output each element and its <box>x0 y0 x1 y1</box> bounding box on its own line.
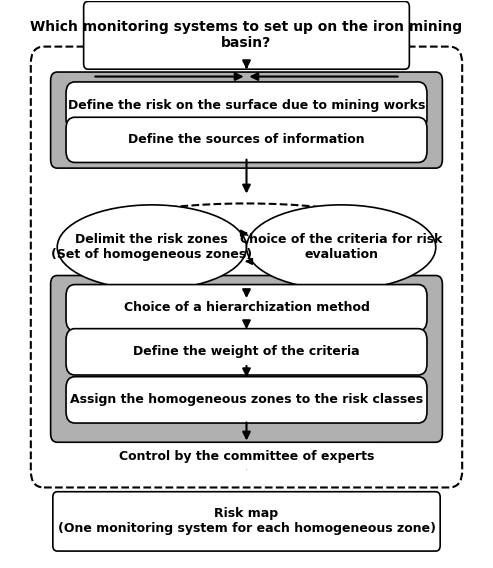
FancyBboxPatch shape <box>51 72 442 168</box>
Text: Choice of the criteria for risk
evaluation: Choice of the criteria for risk evaluati… <box>240 233 442 261</box>
FancyBboxPatch shape <box>84 1 409 69</box>
Text: Risk map
(One monitoring system for each homogeneous zone): Risk map (One monitoring system for each… <box>58 507 435 536</box>
Text: Assign the homogeneous zones to the risk classes: Assign the homogeneous zones to the risk… <box>70 394 423 406</box>
Text: Define the risk on the surface due to mining works: Define the risk on the surface due to mi… <box>68 99 425 112</box>
Ellipse shape <box>246 205 436 290</box>
FancyBboxPatch shape <box>66 285 427 331</box>
Ellipse shape <box>57 205 246 290</box>
FancyBboxPatch shape <box>66 117 427 162</box>
Text: Delimit the risk zones
(Set of homogeneous zones): Delimit the risk zones (Set of homogeneo… <box>51 233 252 261</box>
FancyBboxPatch shape <box>53 492 440 551</box>
Text: Define the sources of information: Define the sources of information <box>128 133 365 147</box>
Ellipse shape <box>62 203 431 291</box>
Text: Control by the committee of experts: Control by the committee of experts <box>119 450 374 463</box>
FancyBboxPatch shape <box>66 377 427 423</box>
Text: Which monitoring systems to set up on the iron mining
basin?: Which monitoring systems to set up on th… <box>31 20 462 51</box>
Text: Choice of a hierarchization method: Choice of a hierarchization method <box>124 301 369 314</box>
FancyBboxPatch shape <box>51 275 442 442</box>
FancyBboxPatch shape <box>66 329 427 375</box>
FancyBboxPatch shape <box>66 82 427 130</box>
Text: Define the weight of the criteria: Define the weight of the criteria <box>133 345 360 358</box>
